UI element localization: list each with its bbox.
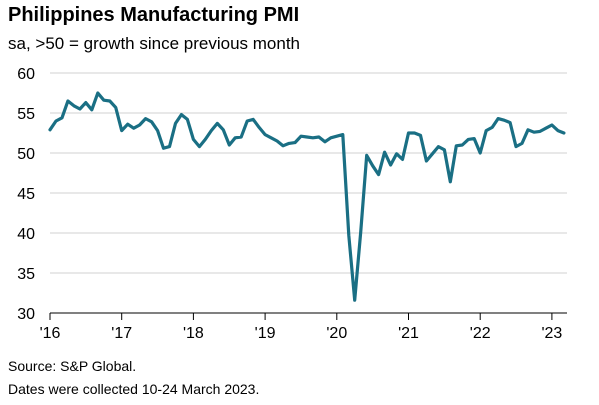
series-line — [48, 91, 566, 302]
y-tick-label: 30 — [17, 306, 35, 323]
x-tick-label: '17 — [111, 325, 132, 342]
gridlines — [50, 72, 567, 274]
x-tick-label: '23 — [541, 325, 562, 342]
x-tick-label: '22 — [470, 325, 491, 342]
x-axis — [49, 312, 567, 320]
dates-note: Dates were collected 10-24 March 2023. — [8, 381, 260, 397]
y-tick-label: 35 — [17, 266, 35, 283]
x-tick-label: '19 — [255, 325, 276, 342]
x-tick-label: '16 — [40, 325, 61, 342]
source-note: Source: S&P Global. — [8, 358, 137, 374]
y-tick-label: 50 — [17, 146, 35, 163]
x-tick-label: '21 — [398, 325, 419, 342]
series-group — [48, 91, 566, 302]
x-tick-label: '18 — [183, 325, 204, 342]
chart-subtitle: sa, >50 = growth since previous month — [8, 34, 300, 53]
y-tick-label: 55 — [17, 106, 35, 123]
y-axis-labels: 30 35 40 45 50 55 60 — [17, 66, 35, 323]
y-tick-label: 40 — [17, 226, 35, 243]
y-tick-label: 60 — [17, 66, 35, 83]
pmi-line-chart: 30 35 40 45 50 55 60 '16 '17 '18 '19 '20 '21 '22 '23 — [17, 66, 567, 342]
y-tick-label: 45 — [17, 186, 35, 203]
x-axis-labels: '16 '17 '18 '19 '20 '21 '22 '23 — [40, 325, 563, 342]
chart-title: Philippines Manufacturing PMI — [8, 4, 300, 26]
x-tick-label: '20 — [326, 325, 347, 342]
